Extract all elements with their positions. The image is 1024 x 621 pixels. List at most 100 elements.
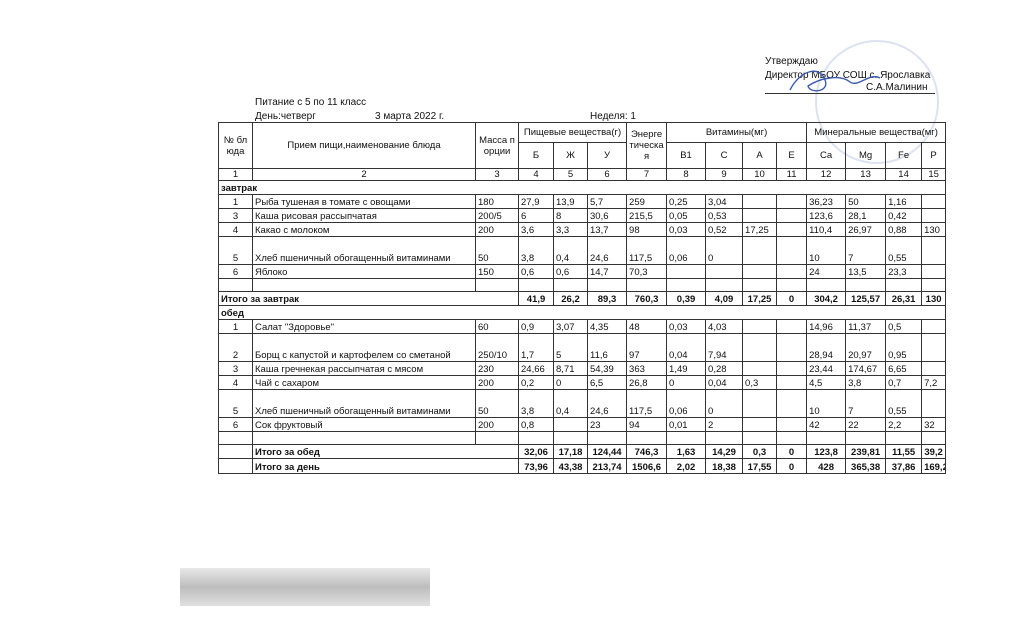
total-value: 11,55: [885, 444, 923, 459]
cell: 0,53: [705, 208, 744, 223]
cell: [921, 264, 947, 279]
cell: 0,9: [518, 319, 554, 334]
cell: 70,3: [626, 264, 668, 279]
cell: [666, 264, 707, 279]
total-value: 124,44: [586, 444, 628, 459]
total-value: 0: [776, 291, 808, 306]
total-value: 2,02: [666, 458, 707, 474]
total-value: 125,57: [845, 291, 887, 306]
total-value: 0: [776, 444, 808, 459]
cell: 0,4: [553, 236, 588, 265]
cell: 0,95: [885, 333, 923, 362]
column-number: 10: [742, 168, 778, 181]
cell: 20,97: [845, 333, 887, 362]
cell: 117,5: [626, 236, 668, 265]
cell: [806, 278, 847, 292]
head-cell: У: [586, 142, 628, 169]
cell: 0: [666, 375, 707, 390]
cell: [742, 389, 778, 418]
column-number: 4: [518, 168, 554, 181]
cell: 200/5: [475, 208, 519, 223]
cell: 17,25: [742, 222, 778, 237]
section-title: обед: [217, 305, 947, 320]
cell: 5: [553, 333, 588, 362]
cell: 13,7: [586, 222, 628, 237]
cell: [776, 431, 808, 445]
approval-name: С.А.Малинин: [866, 82, 928, 93]
total-value: 18,38: [705, 458, 744, 474]
cell: 0,01: [666, 417, 707, 432]
cell: 23: [586, 417, 628, 432]
cell: [475, 431, 519, 445]
cell: 3: [218, 361, 253, 376]
head-cell: Пищевые вещества(г): [517, 122, 628, 143]
table-body: завтрак 1 Рыба тушеная в томате с овощами 1…: [217, 180, 947, 474]
cell: 0: [705, 389, 744, 418]
total-label: Итого за обед: [252, 444, 519, 459]
cell: 215,5: [626, 208, 668, 223]
cell: 26,8: [626, 375, 668, 390]
dish-row: 6 Сок фруктовый 200 0,8 23 94 0,01 2 42 22 2,2 32: [218, 417, 947, 432]
cell: 3,8: [845, 375, 887, 390]
total-value: 213,74: [586, 458, 628, 474]
cell: 1: [218, 319, 253, 334]
dish-row: 3 Каша рисовая рассыпчатая 200/5 6 8 30,6 215,…: [218, 208, 947, 223]
cell: 363: [626, 361, 668, 376]
cell: 23,3: [885, 264, 923, 279]
empty-row: [218, 431, 947, 445]
total-value: 39,2: [921, 444, 947, 459]
approval-label: Утверждаю: [765, 56, 818, 67]
cell: 4,35: [586, 319, 628, 334]
cell: 3,3: [553, 222, 588, 237]
cell: 6,65: [885, 361, 923, 376]
cell: 0,06: [666, 389, 707, 418]
cell: 174,67: [845, 361, 887, 376]
cell: 3,8: [518, 236, 554, 265]
total-value: 32,06: [518, 444, 554, 459]
cell: 3,6: [518, 222, 554, 237]
cell: [742, 194, 778, 209]
head-cell: Минеральные вещества(мг): [806, 122, 947, 143]
head-cell: P: [921, 142, 947, 169]
total-value: 428: [806, 458, 847, 474]
cell: [776, 333, 808, 362]
cell: 4: [218, 222, 253, 237]
cell: 6: [518, 208, 554, 223]
dish-row: 3 Каша гречнекая рассыпчатая с мясом 230 24…: [218, 361, 947, 376]
dish-name: Салат "Здоровье": [252, 319, 476, 334]
cell: 27,9: [518, 194, 554, 209]
header-week: Неделя: 1: [590, 111, 636, 122]
cell: 11,6: [586, 333, 628, 362]
cell: 0,6: [518, 264, 554, 279]
cell: 1,49: [666, 361, 707, 376]
total-value: 746,3: [626, 444, 668, 459]
cell: [921, 361, 947, 376]
cell: 4,5: [806, 375, 847, 390]
cell: 0: [553, 375, 588, 390]
cell: [921, 431, 947, 445]
cell: 0,28: [705, 361, 744, 376]
cell: 60: [475, 319, 519, 334]
cell: 0,5: [885, 319, 923, 334]
column-number: 11: [776, 168, 808, 181]
cell: 0,25: [666, 194, 707, 209]
cell: 0,06: [666, 236, 707, 265]
cell: 1,16: [885, 194, 923, 209]
cell: 0,04: [666, 333, 707, 362]
total-value: 41,9: [518, 291, 554, 306]
cell: 130: [921, 222, 947, 237]
cell: 1,7: [518, 333, 554, 362]
cell: [776, 222, 808, 237]
cell: [742, 319, 778, 334]
cell: [776, 417, 808, 432]
cell: [776, 361, 808, 376]
cell: 7: [845, 389, 887, 418]
cell: [885, 431, 923, 445]
cell: [218, 431, 253, 445]
cell: 23,44: [806, 361, 847, 376]
cell: 0,04: [705, 375, 744, 390]
cell: 24,66: [518, 361, 554, 376]
cell: 3,04: [705, 194, 744, 209]
cell: 50: [475, 236, 519, 265]
